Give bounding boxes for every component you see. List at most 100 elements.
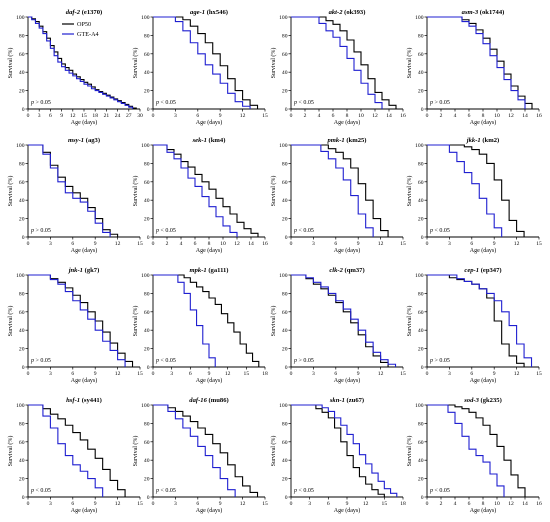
panel-title-gene: daf-16: [189, 397, 207, 404]
series-line-gte-a4: [291, 274, 397, 367]
y-tick-label: 100: [279, 273, 288, 279]
series-line-gte-a4: [153, 144, 238, 237]
x-tick-label: 9: [493, 241, 496, 247]
y-tick-label: 60: [19, 180, 25, 186]
y-tick-label: 0: [147, 365, 150, 371]
x-tick-label: 16: [400, 113, 406, 119]
p-value-label: p < 0.05: [155, 100, 176, 106]
series-line-op50: [153, 404, 259, 497]
x-tick-label: 12: [225, 371, 231, 377]
x-tick-label: 15: [536, 371, 542, 377]
series-line-op50: [427, 404, 526, 497]
chart-panel-msy-1: 0 20 40 60 80 100 0 3 6 9 12 15 Age (days) Survival (…: [7, 137, 143, 254]
y-axis-label: Survival (%): [132, 176, 139, 207]
x-tick-label: 12: [70, 113, 76, 119]
p-value-label: p < 0.05: [293, 100, 314, 106]
x-tick-label: 12: [514, 371, 520, 377]
y-tick-label: 20: [19, 217, 25, 223]
x-tick-label: 3: [49, 371, 52, 377]
x-tick-label: 15: [262, 113, 268, 119]
y-tick-label: 80: [19, 161, 25, 167]
y-tick-label: 20: [19, 477, 25, 483]
x-tick-label: 18: [92, 113, 98, 119]
x-tick-label: 9: [493, 371, 496, 377]
y-axis-label: Survival (%): [132, 306, 139, 337]
series-line-gte-a4: [427, 274, 533, 367]
x-tick-label: 3: [170, 371, 173, 377]
y-tick-label: 40: [19, 328, 25, 334]
series-line-gte-a4: [153, 404, 236, 497]
x-tick-label: 15: [262, 501, 268, 507]
x-tick-label: 8: [482, 113, 485, 119]
y-tick-label: 60: [418, 52, 424, 58]
panel-title-allele: (km25): [345, 137, 367, 144]
y-tick-label: 80: [282, 421, 288, 427]
x-tick-label: 2: [166, 241, 169, 247]
y-tick-label: 20: [418, 347, 424, 353]
panel-title-gene: jnk-1: [68, 267, 83, 274]
panel-title-gene: jkk-1: [466, 137, 481, 144]
panel-title-allele: (ga111): [207, 267, 229, 274]
y-tick-label: 20: [282, 89, 288, 95]
x-tick-label: 3: [49, 501, 52, 507]
chart-panel-clk-2: 0 20 40 60 80 100 0 3 6 9 12 15 Age (days) Survival (…: [270, 267, 406, 384]
panel-title: skn-1 (zu67): [329, 397, 364, 404]
p-value-label: p > 0.05: [429, 100, 450, 106]
x-tick-label: 15: [137, 241, 143, 247]
y-tick-label: 100: [415, 403, 424, 409]
chart-panel-akt-2: 0 20 40 60 80 100 0 2 4 6 8 10 12 14 16 Age (days) Survi…: [270, 9, 406, 126]
y-tick-label: 60: [144, 440, 150, 446]
x-tick-label: 3: [448, 241, 451, 247]
panel-title-gene: akt-2: [329, 9, 344, 16]
y-tick-label: 80: [418, 421, 424, 427]
y-tick-label: 100: [279, 143, 288, 149]
chart-panel-jnk-1: 0 20 40 60 80 100 0 3 6 9 12 15 Age (days) Survival (…: [7, 267, 143, 384]
y-tick-label: 40: [19, 458, 25, 464]
y-tick-label: 60: [144, 310, 150, 316]
y-tick-label: 80: [418, 33, 424, 39]
x-tick-label: 3: [308, 501, 311, 507]
chart-panel-pmk-1: 0 20 40 60 80 100 0 3 6 9 12 15 Age (days) Survival (…: [270, 137, 406, 254]
y-axis-label: Survival (%): [406, 48, 413, 79]
y-tick-label: 0: [22, 495, 25, 501]
panel-title-gene: asm-3: [462, 9, 479, 16]
x-tick-label: 0: [152, 371, 155, 377]
chart-panel-cep-1: 0 20 40 60 80 100 0 3 6 9 12 15 Age (days) Survival (…: [406, 267, 542, 384]
panel-title-gene: sod-3: [463, 397, 479, 404]
x-tick-label: 0: [426, 501, 429, 507]
y-tick-label: 80: [418, 291, 424, 297]
panel-title-gene: msy-1: [68, 137, 84, 144]
y-tick-label: 20: [144, 477, 150, 483]
panel-title: hsf-1 (sy441): [66, 397, 102, 404]
y-tick-label: 60: [282, 440, 288, 446]
x-tick-label: 10: [494, 113, 500, 119]
y-tick-label: 100: [141, 273, 150, 279]
x-axis-label: Age (days): [470, 247, 497, 254]
panel-title-allele: (mu86): [207, 397, 229, 404]
panel-title-allele: (km2): [481, 137, 500, 144]
series-line-op50: [291, 274, 389, 367]
y-tick-label: 0: [22, 365, 25, 371]
y-axis-label: Survival (%): [7, 436, 14, 467]
y-tick-label: 100: [415, 273, 424, 279]
y-axis-label: Survival (%): [406, 176, 413, 207]
panel-title-gene: mpk-1: [189, 267, 206, 274]
panel-title-allele: (e1370): [80, 9, 102, 16]
y-tick-label: 0: [285, 365, 288, 371]
x-axis-label: Age (days): [196, 247, 223, 254]
y-tick-label: 100: [141, 143, 150, 149]
x-tick-label: 0: [152, 241, 155, 247]
x-tick-label: 6: [196, 113, 199, 119]
series-line-gte-a4: [427, 16, 526, 109]
series-line-op50: [427, 16, 533, 109]
p-value-label: p < 0.05: [155, 358, 176, 364]
y-tick-label: 40: [144, 198, 150, 204]
y-tick-label: 60: [418, 180, 424, 186]
series-line-op50: [291, 404, 385, 497]
x-axis-label: Age (days): [71, 119, 98, 126]
x-tick-label: 6: [71, 241, 74, 247]
x-tick-label: 0: [426, 241, 429, 247]
y-tick-label: 60: [282, 52, 288, 58]
x-tick-label: 4: [454, 113, 457, 119]
panel-title-allele: (ag3): [84, 137, 100, 144]
